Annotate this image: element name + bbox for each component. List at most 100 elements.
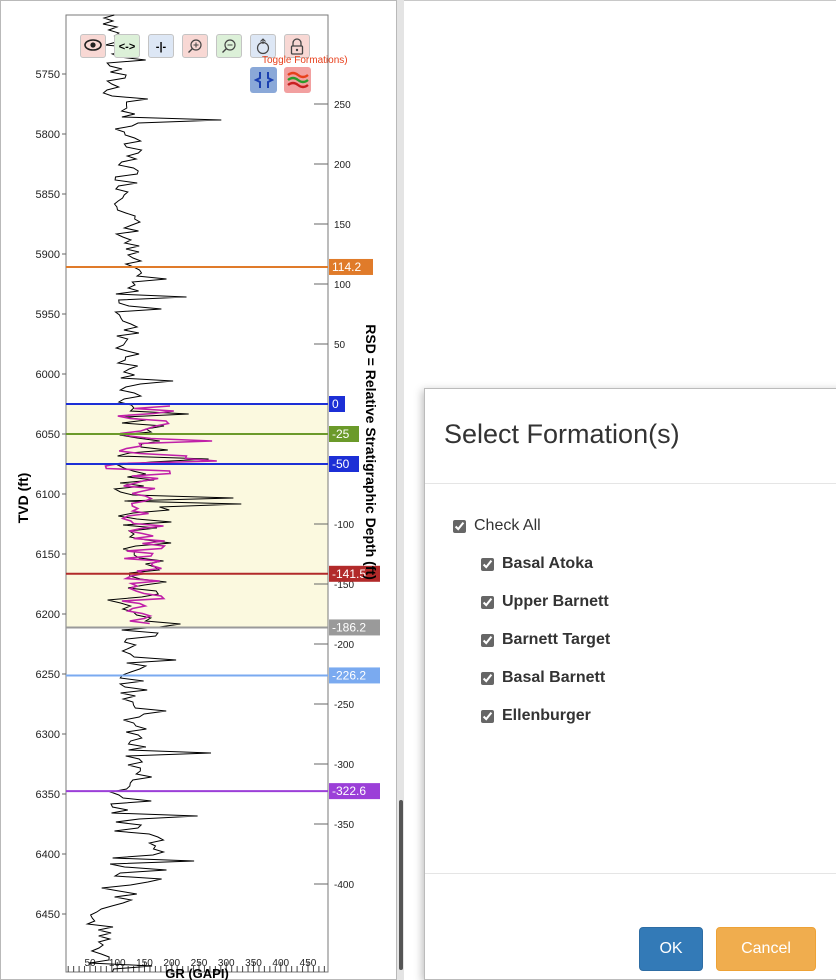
tvd-tick-label: 6150 bbox=[36, 549, 60, 561]
tvd-tick-label: 5750 bbox=[36, 69, 60, 81]
formation-checkbox[interactable] bbox=[481, 633, 494, 647]
formation-option-upper-barnett[interactable]: Upper Barnett bbox=[481, 593, 609, 611]
tvd-tick-label: 6000 bbox=[36, 369, 60, 381]
tvd-axis-title: TVD (ft) bbox=[15, 473, 31, 524]
dialog-title: Select Formation(s) bbox=[444, 419, 680, 449]
zoom-out-button[interactable] bbox=[216, 34, 242, 58]
toggle-formations-button[interactable] bbox=[284, 67, 311, 93]
gr-tick-label: 250 bbox=[191, 958, 208, 969]
zoom-in-button[interactable] bbox=[182, 34, 208, 58]
toggle-formations-label: Toggle Formations) bbox=[262, 55, 348, 66]
formation-marker-label: -322.6 bbox=[332, 784, 366, 798]
tvd-tick-label: 6450 bbox=[36, 909, 60, 921]
tvd-tick-label: 6200 bbox=[36, 609, 60, 621]
formation-checkbox[interactable] bbox=[481, 557, 494, 571]
formation-marker-label: -226.2 bbox=[332, 668, 366, 682]
formation-marker-label-bg bbox=[329, 565, 380, 582]
tvd-tick-label: 5850 bbox=[36, 189, 60, 201]
rsd-tick-label: 150 bbox=[334, 220, 351, 231]
rsd-tick-label: 200 bbox=[334, 160, 351, 171]
check-all-checkbox[interactable] bbox=[453, 519, 466, 533]
well-path-icon bbox=[253, 72, 274, 88]
formation-checkbox[interactable] bbox=[481, 595, 494, 609]
formation-checkbox[interactable] bbox=[481, 709, 494, 723]
formation-marker-label-bg bbox=[329, 396, 345, 412]
formation-marker-label-bg bbox=[329, 667, 380, 684]
gr-tick-label: 100 bbox=[109, 958, 126, 969]
divider bbox=[425, 483, 836, 484]
gr-tick-label: 450 bbox=[300, 958, 317, 969]
check-all-option[interactable]: Check All bbox=[453, 517, 541, 535]
formation-marker-label-bg bbox=[329, 783, 380, 800]
gr-tick-label: 350 bbox=[245, 958, 262, 969]
formation-marker-label: -141.5 bbox=[332, 567, 366, 581]
view-button[interactable] bbox=[80, 34, 106, 58]
tvd-tick-label: 6250 bbox=[36, 669, 60, 681]
tvd-tick-label: 6400 bbox=[36, 849, 60, 861]
rsd-tick-label: 100 bbox=[334, 280, 351, 291]
formation-label: Upper Barnett bbox=[502, 593, 609, 610]
target-gr-curve bbox=[104, 405, 217, 625]
formation-label: Barnett Target bbox=[502, 631, 611, 648]
formation-option-ellenburger[interactable]: Ellenburger bbox=[481, 707, 591, 725]
well-log-plot[interactable]: 5750 5800 5850 5900 5950 6000 6050 6100 6150 6200… bbox=[0, 0, 397, 980]
zoom-out-icon bbox=[222, 39, 236, 53]
reset-zoom-button[interactable] bbox=[250, 34, 276, 58]
zoom-in-icon bbox=[188, 39, 202, 53]
tvd-tick-label: 5800 bbox=[36, 129, 60, 141]
tvd-tick-label: 6050 bbox=[36, 429, 60, 441]
rsd-tick-label: -400 bbox=[334, 880, 354, 891]
select-formations-dialog: Select Formation(s) Check All Basal Atok… bbox=[424, 388, 836, 980]
tvd-tick-label: 6300 bbox=[36, 729, 60, 741]
split-button[interactable]: -|- bbox=[148, 34, 174, 58]
toggle-well-button[interactable] bbox=[250, 67, 277, 93]
cancel-button[interactable]: Cancel bbox=[716, 927, 816, 971]
formation-marker-label: -186.2 bbox=[332, 620, 366, 634]
tvd-tick-label: 6100 bbox=[36, 489, 60, 501]
pan-horizontal-icon: <-> bbox=[118, 41, 136, 53]
check-all-label: Check All bbox=[474, 517, 541, 534]
formation-marker-label: 0 bbox=[332, 397, 339, 411]
formation-marker-label-bg bbox=[329, 619, 380, 636]
ok-button[interactable]: OK bbox=[639, 927, 703, 971]
gr-tick-label: 150 bbox=[136, 958, 153, 969]
target-zone-highlight bbox=[66, 404, 328, 628]
rsd-tick-label: -350 bbox=[334, 820, 354, 831]
formation-marker-label: -25 bbox=[332, 427, 350, 441]
tvd-tick-label: 5900 bbox=[36, 249, 60, 261]
panel-splitter[interactable] bbox=[397, 0, 404, 980]
formation-marker-label-bg bbox=[329, 426, 359, 442]
formation-marker-label-bg bbox=[329, 258, 373, 275]
rsd-tick-label: -150 bbox=[334, 580, 354, 591]
gr-axis-title: GR (GAPI) bbox=[165, 966, 229, 980]
rsd-tick-label: -250 bbox=[334, 700, 354, 711]
pan-horizontal-button[interactable]: <-> bbox=[114, 34, 140, 58]
formation-lines: 114.2 0 -25 -50 -141.5 -186.2 -226.2 -322.6 bbox=[66, 258, 380, 800]
scrollbar-thumb[interactable] bbox=[399, 800, 403, 970]
split-icon: -|- bbox=[155, 41, 167, 53]
formation-checkbox[interactable] bbox=[481, 671, 494, 685]
formation-marker-label: 114.2 bbox=[332, 260, 361, 274]
rsd-tick-label: -100 bbox=[334, 520, 354, 531]
lock-button[interactable] bbox=[284, 34, 310, 58]
tvd-tick-label: 5950 bbox=[36, 309, 60, 321]
formation-marker-label-bg bbox=[329, 456, 359, 472]
right-panel bbox=[404, 0, 836, 980]
formation-marker-label: -50 bbox=[332, 457, 350, 471]
rsd-tick-label: -200 bbox=[334, 640, 354, 651]
formation-option-barnett-target[interactable]: Barnett Target bbox=[481, 631, 610, 649]
rsd-tick-label: -300 bbox=[334, 760, 354, 771]
rsd-tick-label: 50 bbox=[334, 340, 346, 351]
formation-option-basal-atoka[interactable]: Basal Atoka bbox=[481, 555, 593, 573]
formation-label: Basal Barnett bbox=[502, 669, 606, 686]
tvd-axis: 5750 5800 5850 5900 5950 6000 6050 6100 6150 6200… bbox=[36, 69, 66, 921]
formation-option-basal-barnett[interactable]: Basal Barnett bbox=[481, 669, 605, 687]
formation-label: Ellenburger bbox=[502, 707, 591, 724]
formations-layers-icon bbox=[286, 71, 309, 89]
lock-icon bbox=[290, 38, 304, 55]
gr-curve bbox=[85, 14, 242, 973]
rsd-axis-title: RSD = Relative Stratigraphic Depth (ft) bbox=[363, 324, 379, 580]
gr-tick-label: 300 bbox=[218, 958, 235, 969]
formation-label: Basal Atoka bbox=[502, 555, 593, 572]
reset-zoom-icon bbox=[256, 38, 270, 55]
